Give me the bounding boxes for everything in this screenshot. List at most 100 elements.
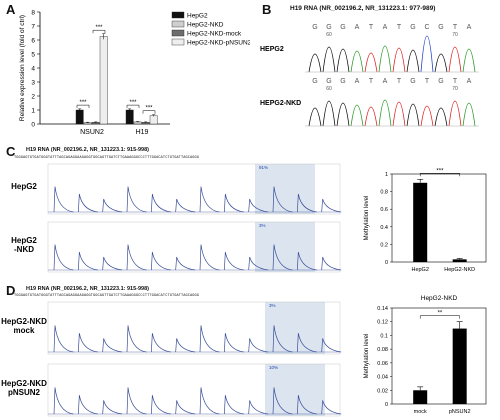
significance-bracket [419,173,460,177]
peak-g [336,48,350,73]
pyrogram-peak [175,198,196,213]
peak-t [364,106,378,127]
legend-swatch [171,20,185,28]
pyrogram-frame [47,163,341,215]
base-call-letter: G [340,24,345,31]
pyrogram-frame [47,363,341,417]
pyrogram-peak [248,256,269,271]
pyrogram-peak [248,400,269,415]
y-tick-label: 1 [31,108,35,115]
pyrogram-peak [175,338,196,353]
y-tick-label: 5 [31,52,35,59]
sig-nsun2-ctrl-label: *** [79,100,87,106]
chromatogram-row-label: HEPG2 [260,46,284,53]
base-call-letter: T [453,78,458,85]
y-tick-label: 0.6 [380,207,388,213]
pyrogram-peak [223,333,244,353]
x-category-label: HepG2-NKD [444,267,475,273]
bar-hepg2 [75,109,84,125]
chromatogram-row-label: HEPG2-NKD [260,100,301,107]
pyrogram-peak [102,256,123,271]
pyrogram-peak [150,251,171,271]
y-tick-label: 0.4 [380,225,388,231]
significance-label: ** [438,311,443,317]
peak-t [448,46,462,73]
pyrogram-peak [53,325,74,353]
pyrogram-peak [175,400,196,415]
peak-t [392,47,406,73]
bar-hepg2-nkd-pnsun2 [149,115,158,125]
bar-hepg2-nkd-pnsun2 [99,36,108,125]
base-call-letter: G [326,78,331,85]
base-call-letter: G [410,78,415,85]
legend-label: HepG2 [187,13,208,20]
position-tick: 60 [326,32,332,38]
methylation-percent-label: 3% [269,303,276,308]
peak-g [322,100,336,127]
y-axis-label: Methylation level [364,196,370,241]
pyrogram-row-label: HepG2 [11,182,37,191]
bar [452,259,467,262]
methylation-percent-label: 10% [269,365,278,370]
position-tick: 70 [452,32,458,38]
base-call-letter: C [424,24,429,31]
base-call-letter: T [453,24,458,31]
sig-nsun2-ctrl-bracket [76,104,90,109]
base-call-letter: G [438,24,443,31]
peak-t [392,101,406,127]
pyrogram-peak [296,193,317,213]
base-call-letter: A [355,24,360,31]
pyrogram-peak [126,186,147,213]
base-call-letter: G [312,78,317,85]
pyrogram-peak [77,193,98,213]
base-call-letter: T [397,24,402,31]
pyrogram-peak [321,400,342,415]
pyrogram-peak [248,198,269,213]
plot-frame [391,173,487,263]
base-call-letter: T [369,24,374,31]
y-tick-label: 6 [31,38,35,45]
base-call-letter: T [397,78,402,85]
pyrogram-peak [296,395,317,415]
base-call-letter: A [383,24,388,31]
position-tick: 60 [326,86,332,92]
legend-swatch [171,38,185,46]
sig-nsun2-rescue-bracket [92,29,106,34]
pyrogram-frame [47,221,341,273]
y-tick-label: 7 [31,24,35,31]
chart-title: HepG2-NKD [421,295,458,302]
y-tick-label: 0.8 [380,190,388,196]
pyrogram-frame [47,301,341,355]
pyrogram-row-label: pNSUN2 [8,388,41,397]
bar-hepg2 [125,109,134,125]
pyrogram-row-label: -NKD [14,245,34,254]
y-tick-label: 4 [31,66,35,73]
peak-t [364,52,378,73]
peak-g [406,103,420,127]
base-call-letter: T [425,78,430,85]
panel-d-bar-chart: HepG2-NKD 0 0.02 0.04 0.06 0.08 0.1 0.12 0.14 Met… [364,295,487,415]
sig-h19-ctrl-bracket [126,104,140,109]
pyrogram-peak [102,338,123,353]
pyrogram-peak [223,395,244,415]
pyrogram-peak [199,325,220,353]
pyrogram-peak [223,251,244,271]
panel-b-letter: B [262,2,272,17]
base-call-letter: A [355,78,360,85]
peak-g [434,107,448,127]
bar [413,182,428,262]
legend-label: HepG2-NKD-mock [187,31,242,38]
pyrogram-peak [296,333,317,353]
peak-t [420,105,434,127]
pyrogram-row-label: HepG2-NKD [1,379,47,388]
pyrogram-peak [126,387,147,415]
pyrogram-peak [150,193,171,213]
y-tick-label: 0.14 [377,306,388,312]
y-tick-label: 0 [385,260,388,266]
cpg-site-highlight [265,364,325,416]
peak-a [350,104,364,127]
panel-d-title: H19 RNA (NR_002196.2, NR_131223.1: 915-9… [26,286,150,292]
peak-g [308,107,322,127]
y-tick-label: 0.02 [377,388,388,394]
peak-g [336,102,350,127]
